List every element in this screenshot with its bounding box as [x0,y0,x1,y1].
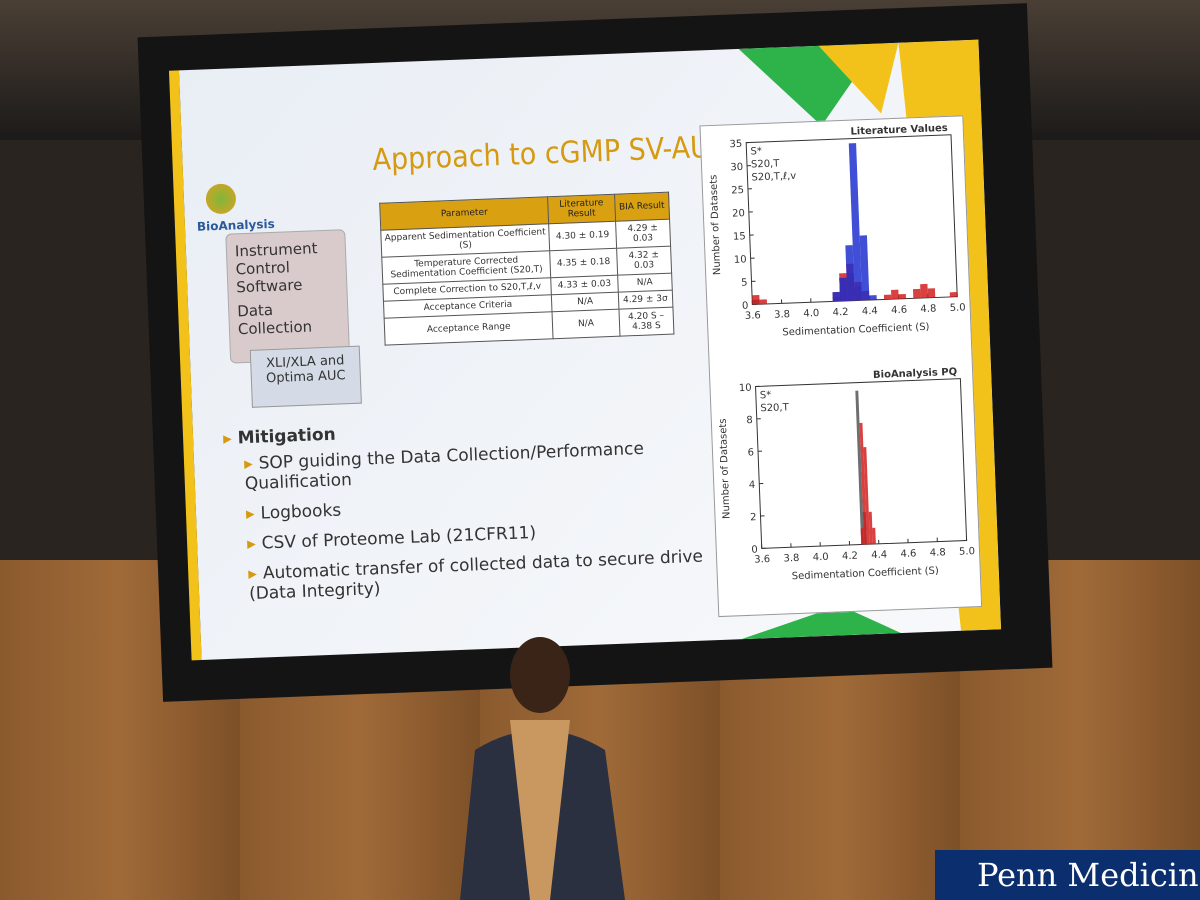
bar [860,528,865,545]
bar [912,288,921,299]
y-tick-label: 25 [731,185,744,196]
table: Parameter Literature Result BIA Result Appa… [379,192,674,346]
x-tick-label: 4.2 [832,307,848,319]
bar [883,294,892,300]
table-cell: 4.30 ± 0.19 [548,221,617,251]
bar [863,447,871,545]
sidebar-box: XLI/XLA and Optima AUC [249,345,362,408]
table-cell: 4.35 ± 0.18 [550,248,618,278]
header-cell: Literature Result [547,194,616,224]
x-tick-label: 3.8 [774,309,790,321]
speaker [460,637,625,900]
y-axis-label: Number of Datasets [708,174,723,275]
x-axis-label: Sedimentation Coefficient (S) [792,566,940,583]
bar [891,289,899,300]
y-tick-label: 0 [742,301,749,312]
x-tick-label: 3.8 [783,553,799,565]
bar [759,299,768,305]
bullet-marker: ▸ [243,453,254,475]
bullet-item: SOP guiding the Data Collection/Performa… [244,438,645,495]
bar [949,292,958,297]
chart-panel: 0 5 10 15 20 25 30 35 3.6 3.8 4.0 4.2 4.4 4.6 4.8 5.0 S*… [699,115,983,618]
slide: Approach to cGMP SV-AUC BioAnalysis Inst… [168,39,1002,661]
y-tick-label: 8 [746,415,753,426]
plot-frame [755,378,968,549]
bullet-item: Automatic transfer of collected data to … [248,546,704,605]
x-axis-label: Sedimentation Coefficient (S) [782,322,930,339]
bar [859,422,868,545]
y-tick-label: 15 [733,231,746,242]
legend-entry: S* [750,146,762,157]
bar [855,390,865,545]
table-cell: 4.32 ± 0.03 [616,246,672,276]
annotation: Literature Values [850,123,948,138]
table-cell: 4.29 ± 3σ [617,290,673,310]
legend-entry: S20,T [760,402,790,414]
sidebar-item: Data Collection [236,300,313,339]
table-cell: N/A [552,309,620,339]
bullet-item: CSV of Proteome Lab (21CFR11) [261,523,537,554]
y-tick-label: 2 [750,512,757,523]
annotation: BioAnalysis PQ [873,367,957,381]
x-tick-label: 4.8 [930,547,946,559]
bullet-item: Logbooks [260,500,342,524]
y-tick-label: 6 [747,447,754,458]
bar [927,288,936,298]
legend-entry: S20,T,ℓ,v [751,171,796,184]
table-cell: 4.29 ± 0.03 [615,219,671,249]
x-tick-label: 4.2 [842,551,858,563]
y-tick-label: 20 [732,208,745,219]
y-tick-label: 0 [751,545,758,556]
bar [898,294,907,299]
bar [872,527,876,545]
sidebar-item: Instrument Control Software [234,239,318,297]
table-cell: 4.20 S – 4.38 S [618,307,674,337]
bullet-row: ▸ Automatic transfer of collected data to… [248,546,709,604]
bar [752,295,760,305]
x-tick-label: 5.0 [950,302,966,314]
legend-entry: S20,T [751,158,781,170]
bullet-marker: ▸ [247,563,258,585]
bullet-marker: ▸ [222,428,233,449]
y-tick-label: 10 [739,383,752,394]
bar [869,295,877,301]
table-cell: Acceptance Range [384,311,554,346]
x-tick-label: 4.0 [803,308,819,320]
x-tick-label: 3.6 [754,554,770,566]
x-tick-label: 4.8 [920,303,936,315]
bullets: ▸ Mitigation ▸ SOP guiding the Data Collect… [223,411,710,615]
y-tick-label: 4 [749,480,756,491]
bullet-marker: ▸ [245,503,255,525]
x-tick-label: 4.4 [871,550,887,562]
histogram: 0 5 10 15 20 25 30 35 3.6 3.8 4.0 4.2 4.4 4.6 4.8 5.0 S*… [708,123,966,339]
sign-text: Penn Medicine [977,856,1200,894]
histogram: 0 2 4 6 8 10 3.6 3.8 4.0 4.2 4.4 4.6 4.8 5.0 S*S20,T Bi… [718,367,975,583]
x-tick-label: 4.6 [891,305,907,317]
x-tick-label: 3.6 [745,310,761,322]
y-tick-label: 30 [730,162,743,173]
bar [839,277,848,302]
y-tick-label: 5 [741,278,748,289]
bar [868,511,873,545]
header-cell: BIA Result [614,192,670,222]
bar [848,143,863,301]
x-tick-label: 4.0 [813,552,829,564]
sidebar: Instrument Control Software Data Collecti… [225,229,351,364]
y-axis-label: Number of Datasets [718,418,733,519]
bar [845,245,855,301]
sign: Penn Medicine [935,850,1200,900]
x-tick-label: 4.4 [862,306,878,318]
bar [920,283,928,299]
bar [859,235,870,301]
bullet-marker: ▸ [246,533,257,555]
legend-entry: S* [760,390,772,401]
x-tick-label: 4.6 [900,548,916,560]
bullet-heading: Mitigation [237,424,337,449]
y-tick-label: 35 [729,139,742,150]
y-tick-label: 10 [734,254,747,265]
bar [832,291,841,302]
table-cell: N/A [617,273,673,293]
x-tick-label: 5.0 [959,546,975,558]
